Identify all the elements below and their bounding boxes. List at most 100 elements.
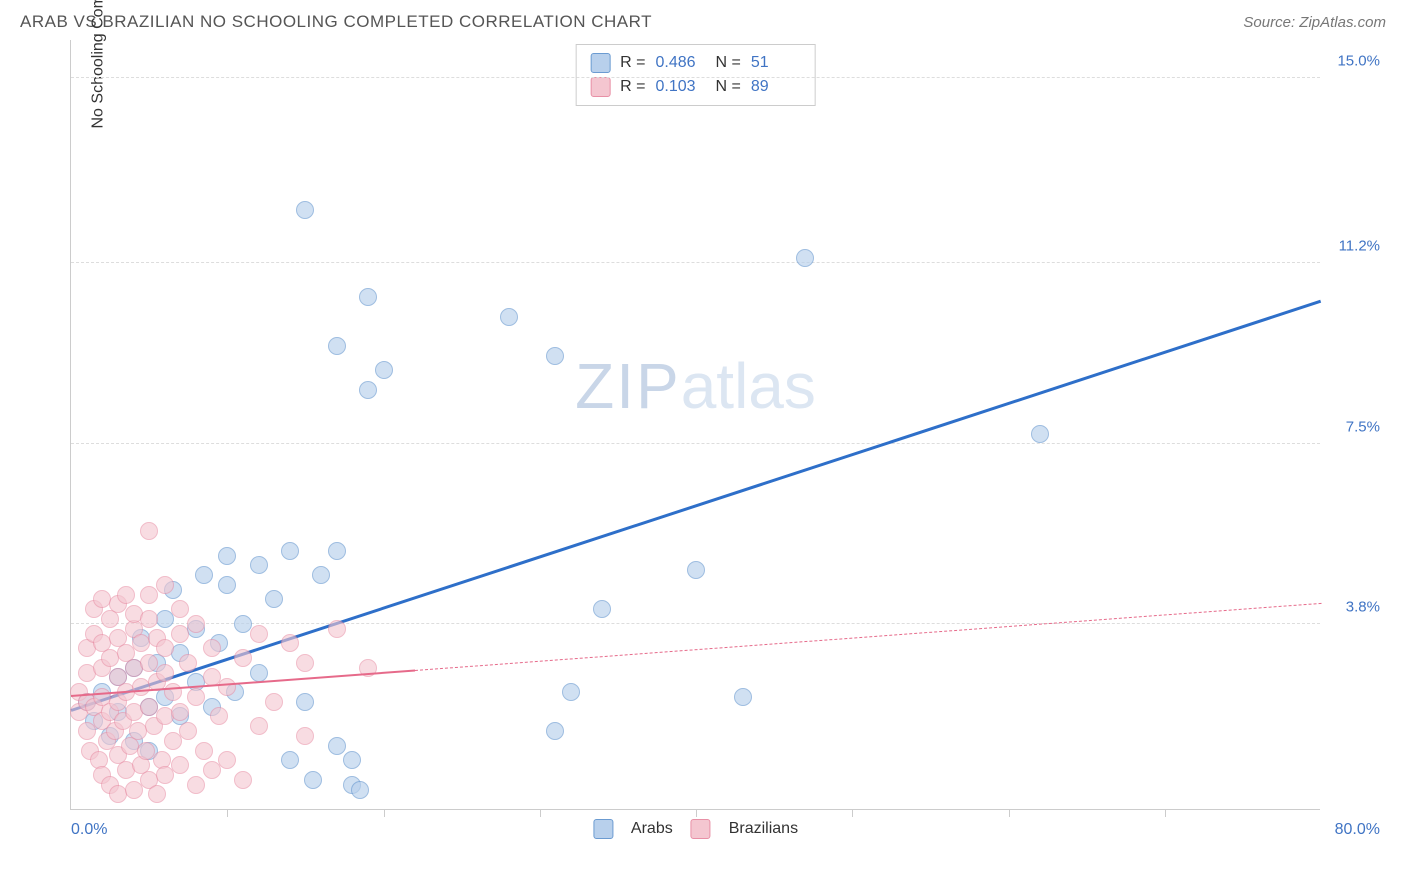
legend-swatch (590, 77, 610, 97)
source-prefix: Source: (1243, 14, 1299, 31)
data-point (500, 308, 518, 326)
data-point (140, 586, 158, 604)
data-point (359, 288, 377, 306)
data-point (234, 649, 252, 667)
n-label: N = (716, 78, 741, 96)
y-tick-label: 15.0% (1337, 53, 1380, 70)
x-axis-min-label: 0.0% (71, 821, 107, 839)
data-point (343, 751, 361, 769)
data-point (687, 561, 705, 579)
data-point (195, 742, 213, 760)
plot-region: ZIPatlas R =0.486N =51R =0.103N =89 Arab… (70, 40, 1320, 810)
data-point (265, 590, 283, 608)
data-point (296, 727, 314, 745)
data-point (296, 201, 314, 219)
data-point (218, 751, 236, 769)
r-label: R = (620, 78, 645, 96)
watermark-part2: atlas (681, 350, 816, 422)
data-point (195, 566, 213, 584)
data-point (164, 683, 182, 701)
data-point (156, 639, 174, 657)
stats-legend-box: R = 0.486 N = 51 R = 0.103 N = 89 (575, 44, 816, 106)
data-point (187, 776, 205, 794)
x-axis-max-label: 80.0% (1335, 821, 1380, 839)
data-point (171, 756, 189, 774)
data-point (796, 249, 814, 267)
data-point (734, 688, 752, 706)
gridline (71, 77, 1320, 78)
gridline (71, 443, 1320, 444)
stats-row: R = 0.103 N = 89 (590, 75, 801, 99)
data-point (210, 707, 228, 725)
data-point (546, 347, 564, 365)
n-value: 89 (751, 78, 801, 96)
data-point (312, 566, 330, 584)
n-value: 51 (751, 54, 801, 72)
data-point (156, 766, 174, 784)
data-point (164, 732, 182, 750)
x-tick (384, 809, 385, 817)
data-point (156, 576, 174, 594)
data-point (218, 678, 236, 696)
regression-line (415, 603, 1321, 671)
data-point (234, 771, 252, 789)
data-point (203, 639, 221, 657)
data-point (179, 722, 197, 740)
legend-label: Brazilians (729, 820, 798, 838)
data-point (187, 688, 205, 706)
legend-label: Arabs (631, 820, 673, 838)
data-point (171, 600, 189, 618)
data-point (281, 751, 299, 769)
data-point (171, 625, 189, 643)
data-point (328, 542, 346, 560)
data-point (140, 522, 158, 540)
watermark-logo: ZIPatlas (575, 349, 816, 423)
gridline (71, 262, 1320, 263)
data-point (203, 761, 221, 779)
data-point (187, 615, 205, 633)
data-point (148, 785, 166, 803)
x-tick (696, 809, 697, 817)
n-label: N = (716, 54, 741, 72)
chart-title: ARAB VS BRAZILIAN NO SCHOOLING COMPLETED… (20, 12, 652, 32)
data-point (140, 610, 158, 628)
data-point (265, 693, 283, 711)
data-point (179, 654, 197, 672)
r-value: 0.103 (656, 78, 706, 96)
data-point (562, 683, 580, 701)
source-name: ZipAtlas.com (1299, 14, 1386, 31)
watermark-part1: ZIP (575, 350, 681, 422)
data-point (351, 781, 369, 799)
data-point (281, 542, 299, 560)
data-point (250, 664, 268, 682)
data-point (328, 737, 346, 755)
data-point (546, 722, 564, 740)
data-point (281, 634, 299, 652)
x-tick (852, 809, 853, 817)
data-point (156, 610, 174, 628)
data-point (250, 717, 268, 735)
data-point (125, 781, 143, 799)
source-attribution: Source: ZipAtlas.com (1243, 14, 1386, 31)
data-point (1031, 425, 1049, 443)
x-tick (1009, 809, 1010, 817)
stats-row: R = 0.486 N = 51 (590, 51, 801, 75)
data-point (593, 600, 611, 618)
data-point (375, 361, 393, 379)
series-legend: Arabs Brazilians (593, 819, 798, 839)
data-point (328, 337, 346, 355)
data-point (117, 586, 135, 604)
r-label: R = (620, 54, 645, 72)
x-tick (1165, 809, 1166, 817)
data-point (296, 654, 314, 672)
data-point (296, 693, 314, 711)
data-point (359, 381, 377, 399)
legend-swatch (593, 819, 613, 839)
y-tick-label: 3.8% (1346, 598, 1380, 615)
data-point (250, 556, 268, 574)
data-point (328, 620, 346, 638)
r-value: 0.486 (656, 54, 706, 72)
data-point (78, 722, 96, 740)
y-tick-label: 11.2% (1339, 238, 1380, 255)
data-point (156, 664, 174, 682)
